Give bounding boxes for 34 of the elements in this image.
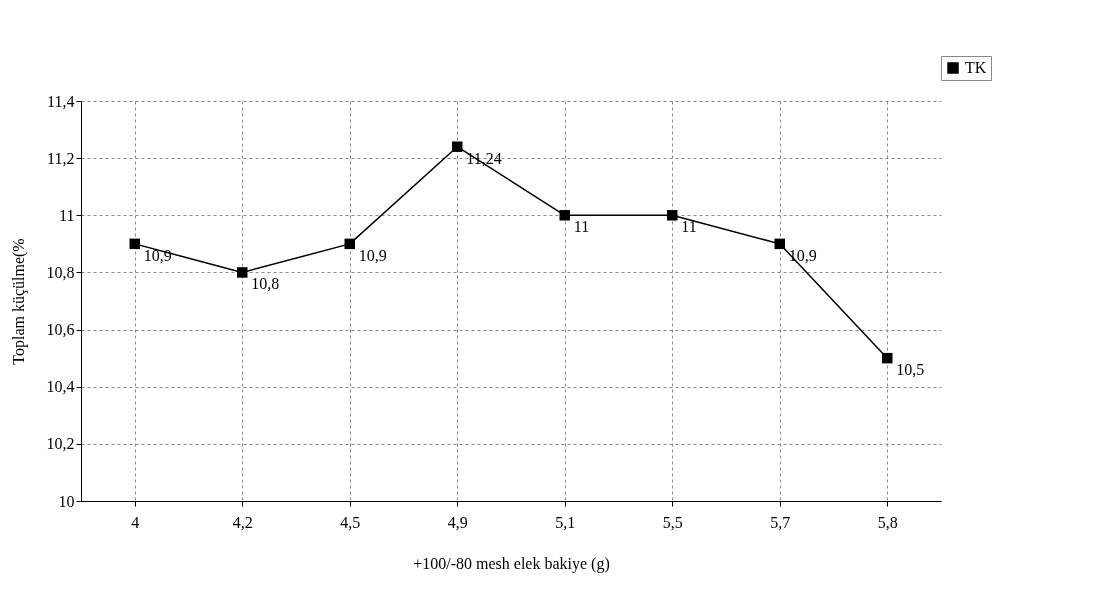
y-axis-title: Toplam küçülme(% bbox=[9, 238, 28, 365]
y-tick-label: 11,4 bbox=[47, 92, 75, 110]
x-tick-label: 5,5 bbox=[662, 513, 683, 531]
y-tick-label: 10,4 bbox=[46, 378, 75, 396]
point bbox=[344, 238, 355, 250]
point bbox=[774, 238, 785, 250]
point bbox=[559, 210, 570, 221]
y-tick-label: 10,2 bbox=[46, 435, 75, 453]
x-tick-label: 4 bbox=[131, 513, 140, 531]
point bbox=[882, 352, 893, 364]
y-tick-label: 11 bbox=[59, 206, 75, 224]
x-tick-label: 4,5 bbox=[340, 513, 361, 531]
data-label: 10,9 bbox=[788, 246, 817, 264]
point bbox=[237, 267, 248, 278]
data-label: 10,5 bbox=[896, 361, 925, 379]
x-axis-title: +100/-80 mesh elek bakiye (g) bbox=[413, 554, 610, 573]
x-tick-label: 4,9 bbox=[447, 513, 468, 531]
data-label: 11 bbox=[681, 218, 697, 236]
y-tick-label: 11,2 bbox=[47, 149, 75, 167]
data-label: 10,9 bbox=[143, 246, 172, 264]
point bbox=[129, 238, 140, 250]
legend-label: TK bbox=[965, 59, 987, 76]
x-tick-label: 4,2 bbox=[232, 513, 253, 531]
x-tick-label: 5,7 bbox=[770, 513, 791, 531]
data-label: 10,8 bbox=[251, 275, 280, 293]
y-tick-label: 10,8 bbox=[46, 263, 75, 281]
point bbox=[452, 141, 463, 152]
x-tick-label: 5,1 bbox=[555, 513, 576, 531]
point bbox=[667, 210, 678, 221]
data-label: 11 bbox=[573, 218, 590, 236]
x-tick-label: 5,8 bbox=[877, 513, 898, 531]
y-tick-label: 10,6 bbox=[46, 321, 75, 339]
data-label: 10,9 bbox=[358, 246, 387, 264]
y-tick-label: 10 bbox=[58, 492, 75, 510]
